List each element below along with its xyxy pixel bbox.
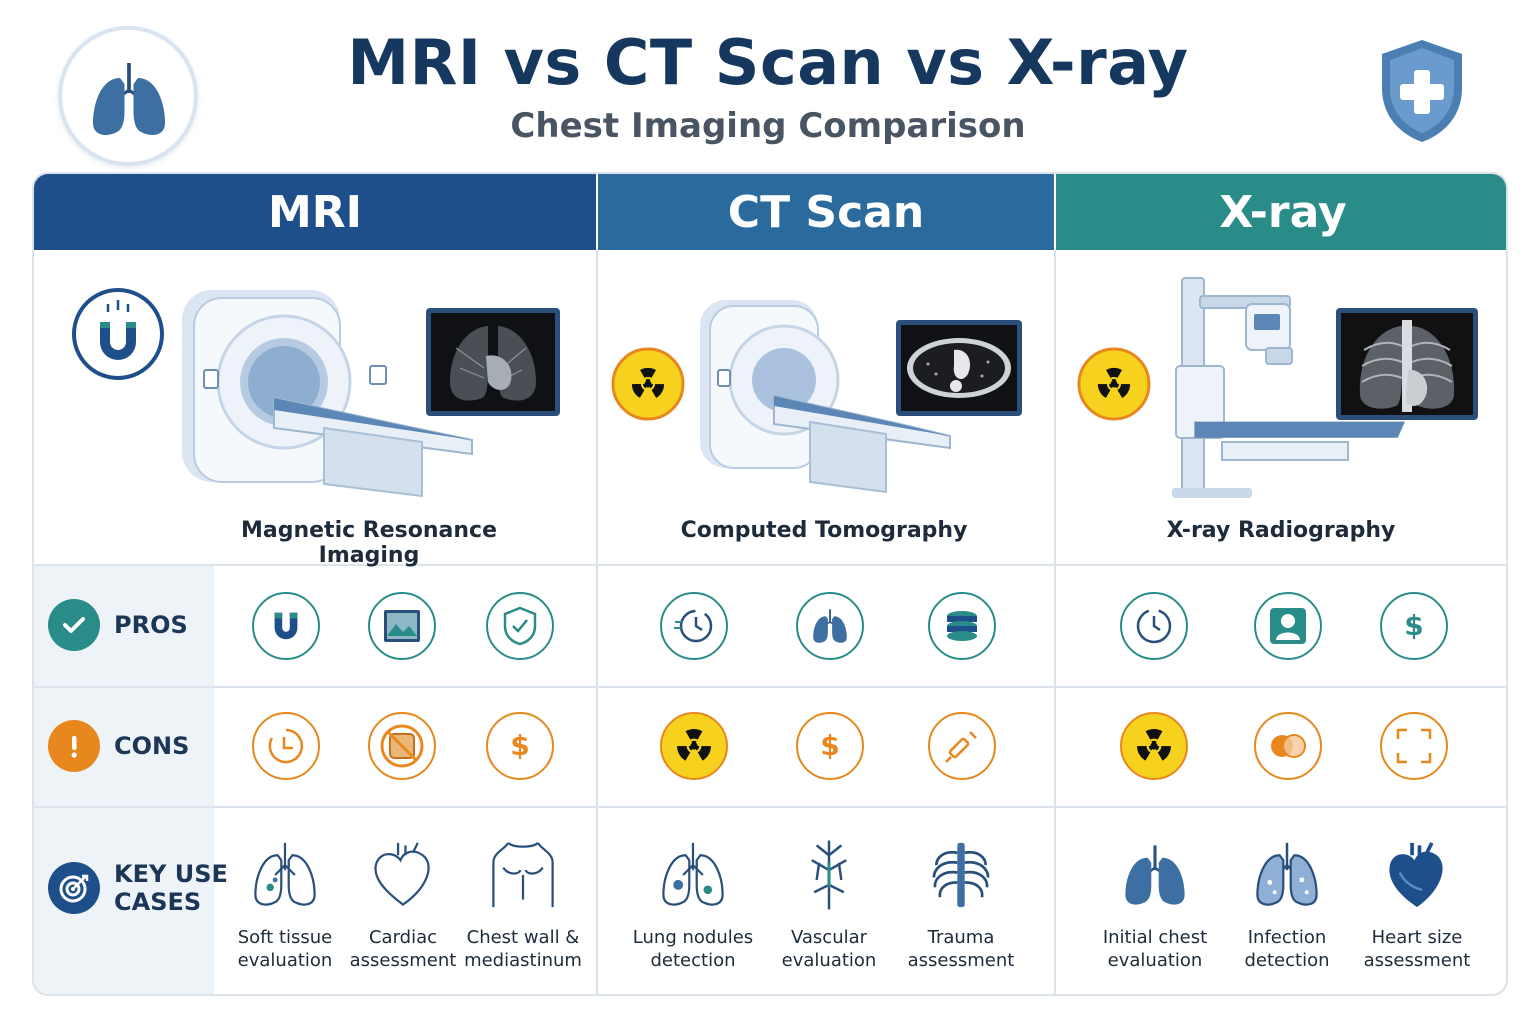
shield-check-icon [486, 592, 554, 660]
use-case-infection: Infection detection [1222, 838, 1352, 972]
medical-shield-icon [1382, 40, 1462, 142]
lungs-infection-icon [1256, 842, 1318, 906]
radiation-icon [660, 712, 728, 780]
use-case-line2: evaluation [1107, 950, 1203, 971]
use-case-heart-size: Heart size assessment [1352, 838, 1482, 972]
xray-full-name: X-ray Radiography [1166, 518, 1396, 543]
lungs-nodule-icon [656, 838, 730, 912]
row-label-use-cases-line1: KEY USE [114, 860, 228, 888]
use-case-line2: mediastinum [464, 950, 582, 971]
torso-icon [492, 842, 554, 908]
use-case-line1: Lung nodules [632, 927, 754, 948]
radiation-badge-icon [1077, 347, 1151, 421]
use-case-line2: evaluation [781, 950, 877, 971]
divider [34, 686, 1506, 688]
row-label-use-cases-line2: CASES [114, 888, 202, 916]
page-title: MRI vs CT Scan vs X-ray [347, 26, 1189, 99]
overlap-icon [1254, 712, 1322, 780]
checkmark-icon [48, 599, 100, 651]
magnet-badge-icon [72, 288, 164, 380]
row-label-use-cases: KEY USE CASES [48, 860, 228, 916]
row-label-pros: PROS [48, 599, 188, 651]
use-case-trauma: Trauma assessment [896, 838, 1026, 972]
use-case-line1: Trauma [927, 927, 995, 948]
no-metal-icon [368, 712, 436, 780]
use-case-line2: assessment [349, 950, 457, 971]
divider [596, 250, 598, 994]
divider [34, 806, 1506, 808]
row-label-pros-text: PROS [114, 611, 188, 639]
use-case-vascular: Vascular evaluation [764, 838, 894, 972]
magnet-icon [252, 592, 320, 660]
xray-machine-illustration [1172, 277, 1405, 498]
radiation-icon [1120, 712, 1188, 780]
xray-chest-image [1336, 308, 1478, 420]
use-case-soft-tissue: Soft tissue evaluation [220, 838, 350, 972]
lungs-icon [796, 592, 864, 660]
dollar-icon [796, 712, 864, 780]
syringe-icon [928, 712, 996, 780]
comparison-table: MRI CT Scan X-ray Magnetic Resonance Ima… [32, 172, 1508, 996]
lungs-icon [1118, 838, 1192, 912]
use-case-lung-nodules: Lung nodules detection [628, 838, 758, 972]
use-case-line2: assessment [1363, 950, 1471, 971]
target-icon [48, 862, 100, 914]
use-case-line2: detection [1244, 950, 1330, 971]
dollar-icon [1380, 592, 1448, 660]
fast-clock-icon [1120, 592, 1188, 660]
ct-scanner-illustration [700, 300, 951, 494]
heart-icon [1380, 838, 1454, 912]
mri-chest-scan-image [426, 308, 560, 416]
vessels-icon [811, 840, 847, 910]
row-label-cons-text: CONS [114, 732, 190, 760]
person-icon [1254, 592, 1322, 660]
use-case-line1: Soft tissue [237, 927, 333, 948]
lungs-logo [58, 26, 198, 166]
image-icon [368, 592, 436, 660]
use-case-line1: Cardiac [368, 927, 438, 948]
column-header-xray: X-ray [1056, 174, 1506, 250]
divider [34, 564, 1506, 566]
column-header-mri: MRI [34, 174, 596, 250]
heart-icon [366, 838, 440, 912]
row-label-cons: CONS [48, 720, 189, 772]
column-header-ct: CT Scan [598, 174, 1054, 250]
use-case-line1: Chest wall & [466, 927, 580, 948]
warning-icon [48, 720, 100, 772]
use-case-line1: Vascular [790, 927, 868, 948]
ribcage-icon [932, 842, 990, 908]
ct-axial-scan-image [896, 320, 1022, 416]
mri-machine-illustration [182, 290, 473, 498]
clock-icon [252, 712, 320, 780]
use-case-line2: detection [650, 950, 736, 971]
use-case-line2: evaluation [237, 950, 333, 971]
layers-icon [928, 592, 996, 660]
frame-icon [1380, 712, 1448, 780]
use-case-initial-chest: Initial chest evaluation [1090, 838, 1220, 972]
use-case-line1: Infection [1247, 927, 1327, 948]
use-case-cardiac: Cardiac assessment [338, 838, 468, 972]
dollar-icon [486, 712, 554, 780]
use-case-line1: Initial chest [1102, 927, 1208, 948]
use-case-chest-wall: Chest wall & mediastinum [458, 838, 588, 972]
fast-clock-icon [660, 592, 728, 660]
page-subtitle: Chest Imaging Comparison [510, 106, 1026, 146]
divider [1054, 250, 1056, 994]
lungs-icon [248, 838, 322, 912]
radiation-badge-icon [611, 347, 685, 421]
mri-full-name: Magnetic Resonance Imaging [240, 518, 498, 568]
use-case-line1: Heart size [1371, 927, 1463, 948]
ct-full-name: Computed Tomography [680, 518, 968, 543]
use-case-line2: assessment [907, 950, 1015, 971]
